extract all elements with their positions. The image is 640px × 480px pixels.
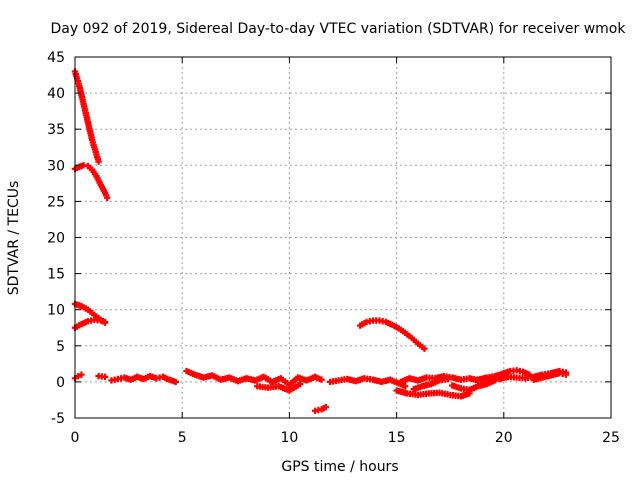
y-tick-label: 30 — [47, 158, 65, 174]
series-arc-15 — [410, 375, 452, 393]
x-tick-label: 20 — [495, 430, 513, 446]
y-tick-label: 20 — [47, 231, 65, 247]
data-point — [444, 375, 452, 383]
data-point — [101, 318, 109, 326]
x-tick-label: 5 — [178, 430, 187, 446]
data-point — [296, 380, 304, 388]
data-point — [78, 371, 85, 378]
y-tick-label: 0 — [56, 375, 65, 391]
data-point — [401, 383, 409, 390]
chart-title: Day 092 of 2019, Sidereal Day-to-day VTE… — [51, 21, 627, 37]
series-arc-12 — [356, 317, 428, 352]
series-arc-7 — [108, 372, 179, 386]
series-arc-10 — [311, 403, 330, 414]
y-tick-labels: -5 0 5 10 15 20 25 30 35 40 45 — [47, 50, 65, 427]
series-arc-13 — [393, 387, 473, 400]
series-arc-4 — [71, 316, 109, 331]
data-point — [562, 371, 570, 378]
grid-lines — [75, 57, 611, 418]
data-point — [95, 158, 102, 165]
y-tick-label: 35 — [47, 122, 65, 138]
x-axis-label: GPS time / hours — [281, 459, 398, 475]
x-tick-label: 25 — [602, 430, 620, 446]
series-arc-16 — [449, 377, 499, 394]
data-point — [421, 345, 428, 352]
data-point — [172, 378, 179, 386]
y-tick-label: 5 — [56, 339, 65, 355]
series-arc-8 — [183, 367, 325, 388]
y-tick-label: 40 — [47, 86, 65, 102]
x-tick-label: 10 — [280, 430, 298, 446]
y-tick-label: 10 — [47, 303, 65, 319]
series-arc-5 — [71, 371, 85, 382]
y-axis-label: SDTVAR / TECUs — [6, 181, 22, 296]
series-arc-17 — [474, 367, 533, 383]
data-point — [322, 403, 330, 411]
series-arc-1 — [71, 68, 102, 165]
y-tick-label: -5 — [51, 411, 65, 427]
y-tick-label: 25 — [47, 194, 65, 210]
data-point — [103, 194, 111, 201]
series-arc-19 — [530, 370, 570, 383]
series-arc-6 — [95, 372, 109, 381]
axis-ticks — [74, 56, 612, 419]
x-tick-label: 15 — [388, 430, 406, 446]
data-point — [101, 373, 109, 381]
series-arc-3 — [71, 300, 109, 326]
y-tick-label: 45 — [47, 50, 65, 66]
series-arc-11 — [326, 375, 409, 390]
x-tick-labels: 0 5 10 15 20 25 — [71, 430, 620, 446]
y-tick-label: 15 — [47, 267, 65, 283]
data-points — [71, 68, 570, 414]
data-point — [318, 376, 325, 383]
series-arc-9 — [254, 380, 304, 394]
x-tick-label: 0 — [71, 430, 80, 446]
series-arc-2 — [71, 162, 111, 201]
